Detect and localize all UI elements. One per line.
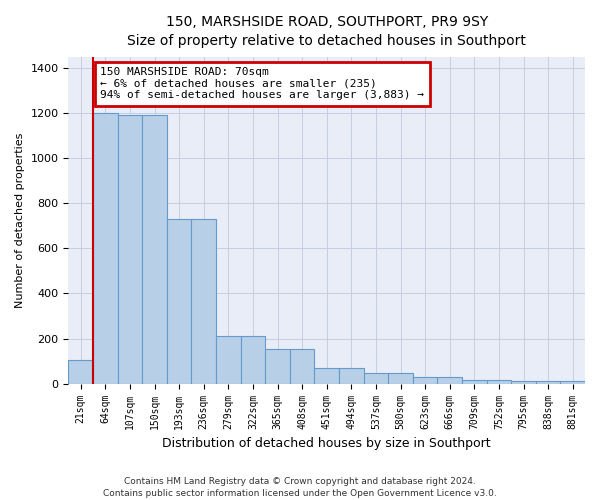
Bar — [265, 348, 290, 384]
Bar — [487, 380, 511, 384]
X-axis label: Distribution of detached houses by size in Southport: Distribution of detached houses by size … — [163, 437, 491, 450]
Text: 150 MARSHSIDE ROAD: 70sqm
← 6% of detached houses are smaller (235)
94% of semi-: 150 MARSHSIDE ROAD: 70sqm ← 6% of detach… — [100, 67, 424, 100]
Bar — [413, 377, 437, 384]
Bar — [290, 348, 314, 384]
Bar — [511, 382, 536, 384]
Bar — [560, 382, 585, 384]
Text: Contains HM Land Registry data © Crown copyright and database right 2024.
Contai: Contains HM Land Registry data © Crown c… — [103, 476, 497, 498]
Bar — [437, 377, 462, 384]
Bar — [167, 219, 191, 384]
Bar — [339, 368, 364, 384]
Bar — [191, 219, 216, 384]
Title: 150, MARSHSIDE ROAD, SOUTHPORT, PR9 9SY
Size of property relative to detached ho: 150, MARSHSIDE ROAD, SOUTHPORT, PR9 9SY … — [127, 15, 526, 48]
Bar — [536, 382, 560, 384]
Bar — [142, 116, 167, 384]
Bar — [364, 373, 388, 384]
Bar — [93, 113, 118, 384]
Bar — [118, 116, 142, 384]
Bar — [216, 336, 241, 384]
Bar — [388, 373, 413, 384]
Bar — [68, 360, 93, 384]
Bar — [314, 368, 339, 384]
Bar — [462, 380, 487, 384]
Y-axis label: Number of detached properties: Number of detached properties — [15, 132, 25, 308]
Bar — [241, 336, 265, 384]
